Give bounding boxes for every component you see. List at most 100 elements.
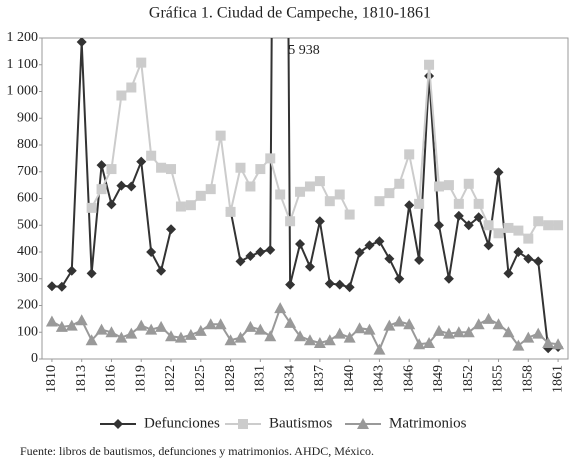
marker (374, 196, 385, 207)
marker (234, 331, 247, 343)
marker (215, 130, 226, 141)
marker (238, 419, 248, 429)
marker (116, 180, 127, 191)
marker (414, 198, 425, 209)
marker (274, 302, 287, 314)
marker (413, 338, 426, 350)
marker (275, 189, 286, 200)
marker (285, 279, 296, 290)
marker (522, 331, 535, 343)
marker (543, 220, 554, 231)
marker (96, 160, 107, 171)
marker (155, 320, 168, 332)
marker (46, 281, 57, 292)
plot-frame (41, 37, 569, 360)
marker (394, 273, 405, 284)
marker (493, 228, 504, 239)
marker (156, 265, 167, 276)
series-line (90, 62, 559, 241)
plot-area (45, 38, 565, 355)
marker (423, 336, 436, 348)
y-tick-label: 900 (17, 110, 38, 125)
marker (303, 334, 316, 346)
marker (432, 324, 445, 336)
marker (424, 59, 435, 70)
marker (443, 180, 454, 191)
marker (493, 167, 504, 178)
marker (304, 181, 315, 192)
marker (523, 253, 534, 264)
marker (533, 256, 544, 267)
marker (513, 247, 524, 257)
marker (473, 198, 484, 209)
marker (175, 201, 186, 212)
marker (314, 216, 325, 227)
x-tick-label: 1852 (461, 365, 476, 393)
y-tick-label: 300 (17, 271, 38, 286)
marker (126, 181, 137, 192)
marker (354, 247, 365, 258)
marker (106, 199, 117, 210)
marker (304, 261, 315, 272)
marker (126, 82, 137, 93)
marker (66, 265, 77, 276)
marker (357, 418, 369, 429)
marker (135, 319, 148, 331)
marker (194, 324, 207, 336)
marker (205, 184, 216, 195)
marker (373, 343, 386, 355)
marker (442, 327, 455, 339)
marker (195, 190, 206, 201)
x-tick-label: 1816 (104, 365, 119, 393)
marker (165, 330, 178, 342)
marker (324, 196, 335, 207)
marker (483, 240, 494, 251)
marker (334, 189, 345, 200)
marker (414, 255, 425, 266)
marker (503, 222, 514, 233)
x-tick-label: 1825 (193, 365, 208, 393)
marker (105, 326, 118, 338)
marker (285, 216, 296, 227)
chart-title: Gráfica 1. Ciudad de Campeche, 1810-1861 (149, 5, 431, 22)
marker (482, 312, 495, 324)
marker (344, 282, 355, 293)
marker (146, 150, 157, 161)
x-tick-label: 1858 (521, 365, 536, 393)
x-tick-label: 1819 (133, 365, 148, 393)
marker (265, 153, 276, 164)
x-tick-label: 1810 (44, 365, 59, 393)
legend-label: Matrimonios (389, 415, 467, 431)
marker (333, 327, 346, 339)
y-tick-label: 100 (17, 324, 38, 339)
y-tick-label: 400 (17, 244, 38, 259)
marker (56, 281, 67, 292)
x-tick-label: 1834 (282, 365, 297, 393)
x-tick-label: 1837 (312, 365, 327, 393)
marker (502, 326, 515, 338)
marker (472, 318, 485, 330)
legend-label: Bautismos (269, 415, 333, 431)
marker (106, 164, 117, 175)
marker (323, 334, 336, 346)
x-tick-label: 1813 (74, 365, 89, 393)
marker (136, 57, 147, 68)
marker (295, 238, 306, 249)
marker (403, 318, 416, 330)
marker (96, 184, 107, 195)
x-tick-label: 1822 (163, 365, 178, 393)
marker (86, 268, 97, 279)
y-tick-label: 1 200 (7, 30, 39, 45)
marker (235, 162, 246, 173)
marker (254, 323, 267, 335)
marker (244, 320, 257, 332)
marker (384, 253, 395, 264)
marker (174, 331, 187, 343)
marker (76, 38, 87, 48)
marker (255, 164, 266, 175)
x-tick-label: 1828 (223, 365, 238, 393)
legend-label: Defunciones (144, 415, 220, 431)
y-tick-label: 0 (31, 351, 38, 366)
marker (86, 202, 97, 213)
marker (184, 328, 197, 340)
